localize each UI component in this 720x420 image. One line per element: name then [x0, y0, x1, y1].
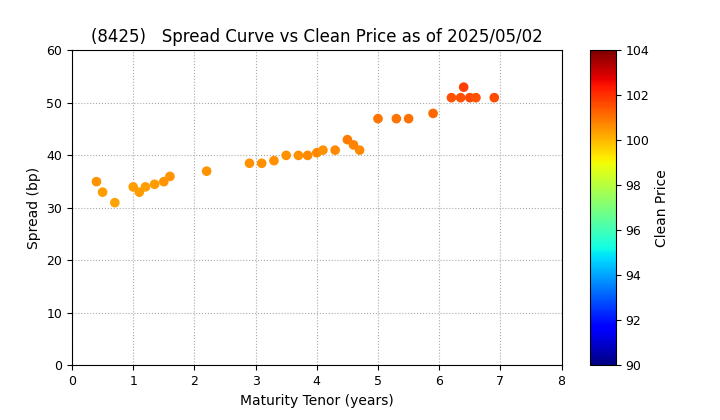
Point	[354, 147, 366, 153]
Point	[455, 94, 467, 101]
Point	[342, 136, 354, 143]
Point	[134, 189, 145, 196]
Point	[91, 178, 102, 185]
Title: (8425)   Spread Curve vs Clean Price as of 2025/05/02: (8425) Spread Curve vs Clean Price as of…	[91, 28, 543, 46]
Point	[109, 199, 121, 206]
Point	[269, 157, 280, 164]
Point	[243, 160, 255, 167]
Point	[96, 189, 108, 196]
Point	[348, 142, 359, 148]
Point	[470, 94, 482, 101]
Point	[372, 115, 384, 122]
Point	[489, 94, 500, 101]
Point	[201, 168, 212, 175]
Point	[302, 152, 313, 159]
Point	[158, 178, 170, 185]
Point	[464, 94, 476, 101]
Point	[293, 152, 305, 159]
Point	[140, 184, 151, 190]
Point	[149, 181, 161, 188]
Point	[281, 152, 292, 159]
Y-axis label: Spread (bp): Spread (bp)	[27, 167, 41, 249]
Point	[428, 110, 439, 117]
X-axis label: Maturity Tenor (years): Maturity Tenor (years)	[240, 394, 394, 408]
Point	[403, 115, 415, 122]
Point	[311, 150, 323, 156]
Point	[390, 115, 402, 122]
Point	[127, 184, 139, 190]
Point	[317, 147, 328, 153]
Point	[446, 94, 457, 101]
Point	[164, 173, 176, 180]
Point	[256, 160, 268, 167]
Point	[458, 84, 469, 90]
Y-axis label: Clean Price: Clean Price	[654, 169, 669, 247]
Point	[330, 147, 341, 153]
